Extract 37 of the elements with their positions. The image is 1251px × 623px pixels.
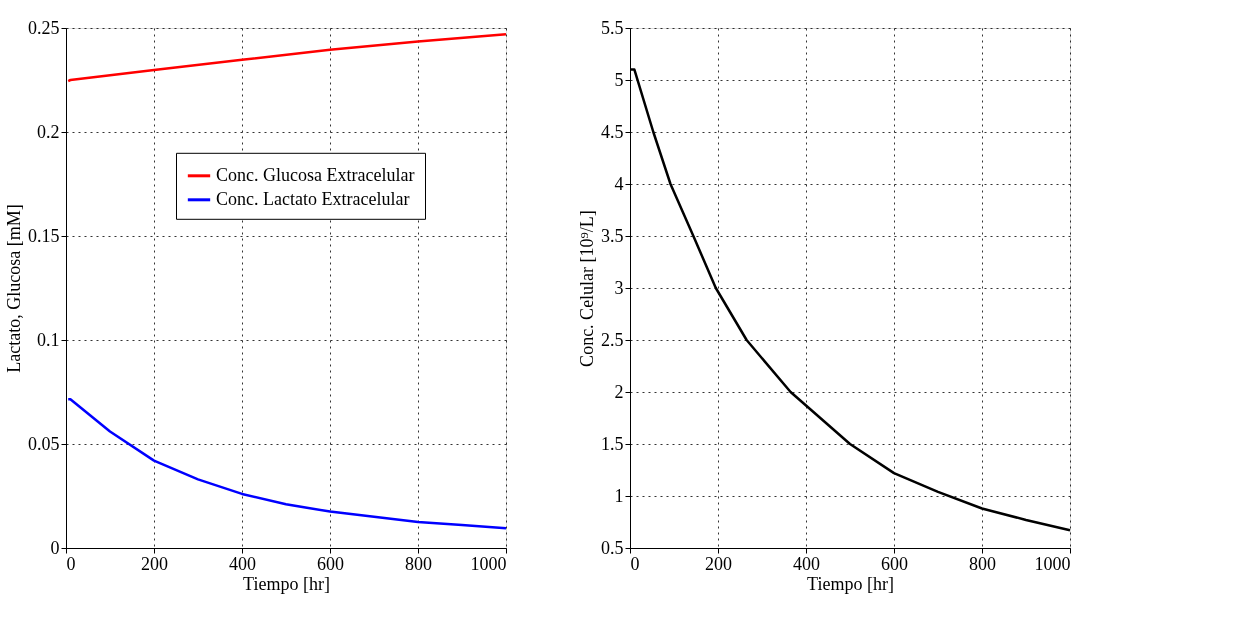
- x-tick-label: 0: [630, 553, 640, 574]
- y-tick-label: 2: [614, 381, 624, 402]
- y-tick-label: 3.5: [601, 225, 624, 246]
- y-tick-label: 4: [614, 173, 624, 194]
- y-tick-label: 4.5: [601, 121, 624, 142]
- y-tick-label: 3: [614, 277, 624, 298]
- y-tick-label: 0: [50, 537, 60, 558]
- y-tick-label: 5: [614, 69, 624, 90]
- x-tick-label: 400: [793, 553, 820, 574]
- y-axis-title: Lactato, Glucosa [mM]: [4, 204, 24, 373]
- y-tick-label: 0.2: [37, 121, 60, 142]
- legend-label: Conc. Glucosa Extracelular: [216, 164, 415, 185]
- y-axis-title: Conc. Celular [10⁹/L]: [577, 210, 597, 367]
- x-tick-label: 400: [229, 553, 256, 574]
- y-tick-label: 0.05: [28, 433, 60, 454]
- x-axis-title: Tiempo [hr]: [807, 573, 894, 594]
- x-tick-label: 800: [969, 553, 996, 574]
- y-tick-label: 2.5: [601, 329, 624, 350]
- x-tick-label: 0: [66, 553, 76, 574]
- y-tick-label: 0.25: [28, 17, 60, 38]
- y-tick-label: 1.5: [601, 433, 624, 454]
- x-tick-label: 200: [141, 553, 168, 574]
- x-tick-label: 1000: [470, 553, 507, 574]
- y-tick-label: 0.15: [28, 225, 60, 246]
- y-tick-label: 0.1: [37, 329, 60, 350]
- x-tick-label: 200: [705, 553, 732, 574]
- line-series: [66, 32, 508, 83]
- legend-label: Conc. Lactato Extracelular: [216, 188, 410, 209]
- line-series: [66, 398, 508, 530]
- y-tick-label: 0.5: [601, 537, 624, 558]
- x-tick-label: 600: [317, 553, 344, 574]
- x-axis-title: Tiempo [hr]: [243, 573, 330, 594]
- x-tick-label: 1000: [1034, 553, 1071, 574]
- y-tick-label: 5.5: [601, 17, 624, 38]
- y-tick-label: 1: [614, 485, 624, 506]
- x-tick-label: 600: [881, 553, 908, 574]
- x-tick-label: 800: [405, 553, 432, 574]
